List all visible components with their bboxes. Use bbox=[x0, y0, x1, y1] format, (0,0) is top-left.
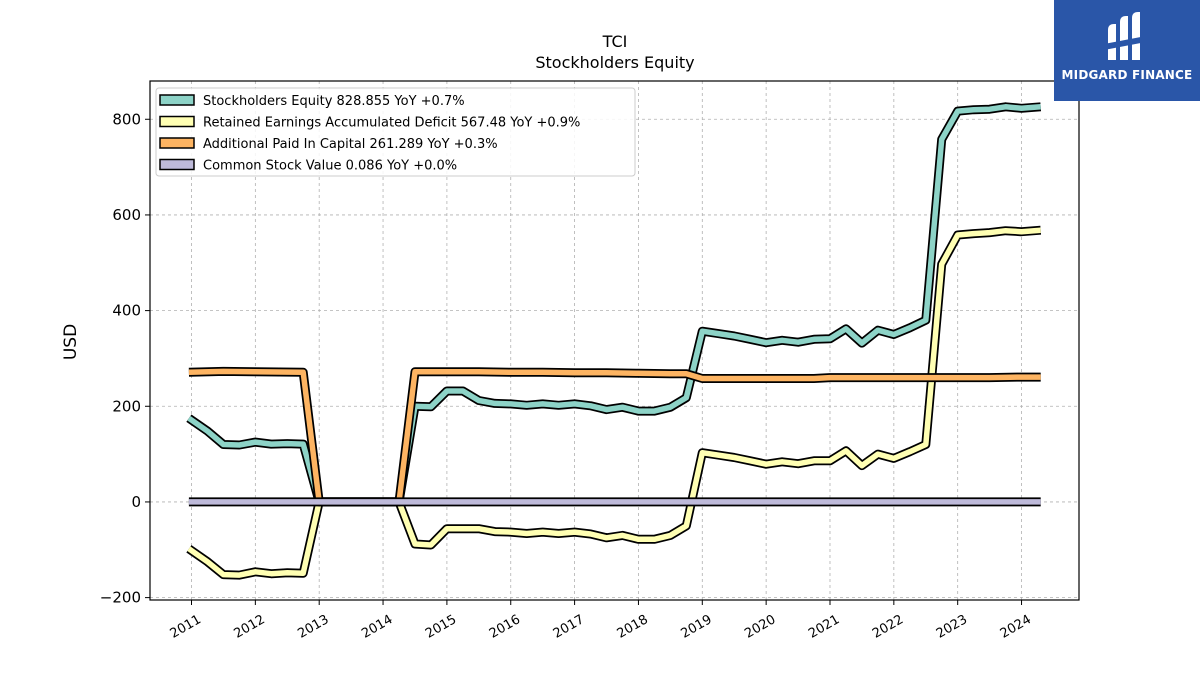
legend-entry: Retained Earnings Accumulated Deficit 56… bbox=[203, 116, 580, 131]
x-tick-label: 2022 bbox=[870, 612, 906, 642]
series-retained-earnings-accumulated-deficit bbox=[186, 225, 1042, 580]
y-tick-label: 800 bbox=[112, 110, 141, 128]
y-tick-label: −200 bbox=[100, 589, 141, 607]
legend-swatch bbox=[159, 115, 195, 128]
midgard-logo-icon bbox=[1104, 12, 1146, 60]
chart-subtitle: Stockholders Equity bbox=[535, 53, 694, 72]
x-tick-label: 2013 bbox=[295, 612, 331, 642]
legend-swatch bbox=[159, 158, 195, 171]
legend-entry: Common Stock Value 0.086 YoY +0.0% bbox=[203, 159, 457, 174]
legend-entry: Stockholders Equity 828.855 YoY +0.7% bbox=[203, 94, 465, 109]
legend-swatch bbox=[159, 94, 195, 106]
x-tick-label: 2024 bbox=[998, 612, 1034, 642]
x-tick-label: 2021 bbox=[806, 612, 842, 642]
y-tick-label: 0 bbox=[131, 493, 141, 511]
legend: Stockholders Equity 828.855 YoY +0.7% Ret… bbox=[155, 87, 636, 177]
brand-name: MIDGARD FINANCE bbox=[1061, 68, 1193, 82]
y-tick-label: 200 bbox=[112, 397, 141, 415]
plot-frame bbox=[149, 80, 1080, 601]
legend-entry: Additional Paid In Capital 261.289 YoY +… bbox=[203, 137, 498, 152]
x-tick-label: 2016 bbox=[487, 612, 523, 642]
x-tick-label: 2018 bbox=[615, 612, 651, 642]
x-tick-label: 2020 bbox=[742, 612, 778, 642]
x-tick-label: 2019 bbox=[678, 612, 714, 642]
legend-swatch bbox=[159, 137, 195, 149]
legend-box bbox=[155, 87, 636, 177]
x-tick-label: 2015 bbox=[423, 612, 459, 642]
brand-logo: MIDGARD FINANCE bbox=[1054, 0, 1200, 101]
y-tick-label: 600 bbox=[112, 206, 141, 224]
series-additional-paid-in-capital bbox=[188, 366, 1041, 507]
x-tick-label: 2011 bbox=[168, 612, 204, 642]
series-line bbox=[187, 227, 1041, 578]
y-axis-label: USD bbox=[61, 324, 81, 360]
x-tick-label: 2023 bbox=[934, 612, 970, 642]
y-tick-label: 400 bbox=[112, 302, 141, 320]
series-line bbox=[188, 368, 1041, 505]
x-tick-label: 2012 bbox=[232, 612, 268, 642]
chart-title: TCI bbox=[602, 32, 628, 51]
x-tick-label: 2014 bbox=[359, 612, 395, 642]
x-tick-label: 2017 bbox=[551, 612, 587, 642]
